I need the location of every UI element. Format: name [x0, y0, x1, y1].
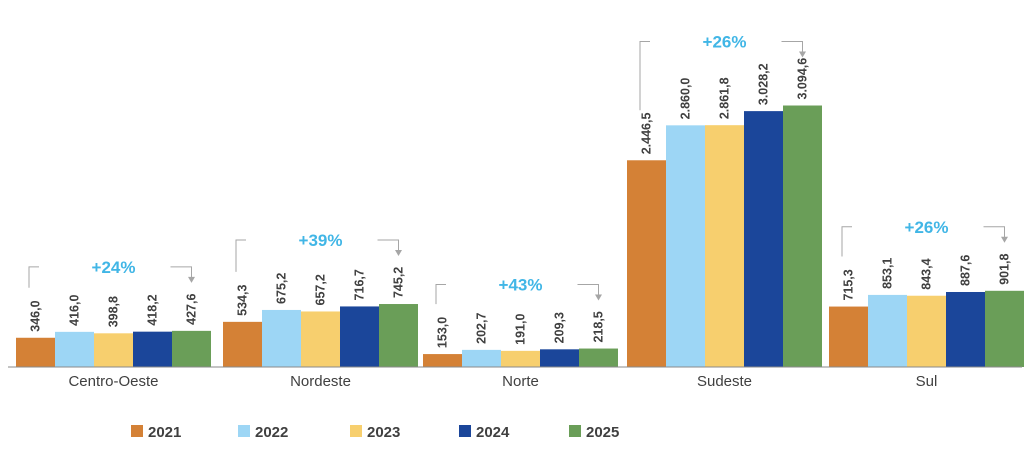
legend-label-2024: 2024: [476, 424, 510, 441]
bar-sudeste-2021: [627, 160, 666, 367]
growth-bracket-start-norte: [435, 284, 446, 305]
value-label-nordeste-2025: 745,2: [392, 267, 406, 298]
growth-arrow-icon: [188, 276, 195, 283]
bar-norte-2024: [540, 349, 579, 367]
value-label-norte-2024: 209,3: [553, 312, 567, 343]
bar-sul-2022: [868, 294, 907, 367]
bar-sudeste-2023: [705, 125, 744, 367]
value-label-centro-oeste-2025: 427,6: [185, 294, 199, 325]
bar-sudeste-2025: [783, 105, 822, 368]
growth-arrow-icon: [1001, 236, 1008, 243]
value-label-nordeste-2021: 534,3: [236, 285, 250, 316]
bars-layer: [16, 105, 1024, 368]
growth-label-sudeste: +26%: [703, 33, 747, 52]
bar-nordeste-2024: [340, 306, 379, 367]
bar-centro-oeste-2025: [172, 330, 211, 367]
legend-swatch-2022: [238, 425, 250, 437]
legend-swatch-2025: [569, 425, 581, 437]
growth-bracket-end-norte: [577, 284, 599, 297]
growth-arrow-icon: [395, 250, 402, 257]
bar-centro-oeste-2022: [55, 331, 94, 367]
legend-swatch-2024: [459, 425, 471, 437]
legend-label-2023: 2023: [367, 424, 400, 441]
growth-bracket-end-centro-oeste: [170, 266, 192, 279]
bar-nordeste-2022: [262, 309, 301, 367]
value-label-sul-2022: 853,1: [881, 258, 895, 289]
bar-sul-2023: [907, 295, 946, 367]
legend-label-2021: 2021: [148, 424, 181, 441]
growth-bracket-start-centro-oeste: [28, 266, 39, 288]
value-label-sul-2025: 901,8: [998, 253, 1012, 284]
value-label-sudeste-2022: 2.860,0: [679, 78, 693, 120]
growth-arrow-icon: [799, 51, 806, 58]
category-label-norte: Norte: [502, 373, 539, 390]
bar-norte-2021: [423, 354, 462, 367]
legend-label-2022: 2022: [255, 424, 288, 441]
bar-norte-2023: [501, 350, 540, 367]
value-label-norte-2021: 153,0: [436, 317, 450, 348]
growth-label-nordeste: +39%: [299, 231, 343, 250]
value-labels-layer: 346,0 416,0 398,8 418,2 427,6 534,3 675,2 657,2…: [29, 58, 1012, 348]
value-label-sul-2023: 843,4: [920, 258, 934, 289]
legend-label-2025: 2025: [586, 424, 619, 441]
growth-bracket-end-nordeste: [377, 239, 399, 253]
value-label-norte-2022: 202,7: [475, 313, 489, 344]
growth-bracket-start-nordeste: [235, 239, 246, 272]
bar-centro-oeste-2024: [133, 331, 172, 367]
bar-sudeste-2024: [744, 111, 783, 368]
growth-bracket-start-sudeste: [639, 41, 650, 111]
value-label-sul-2021: 715,3: [842, 269, 856, 300]
value-label-nordeste-2023: 657,2: [314, 274, 328, 305]
value-label-norte-2025: 218,5: [592, 311, 606, 342]
value-label-centro-oeste-2024: 418,2: [146, 294, 160, 325]
value-label-centro-oeste-2021: 346,0: [29, 300, 43, 331]
bar-centro-oeste-2023: [94, 333, 133, 367]
bar-norte-2025: [579, 348, 618, 367]
growth-arrow-icon: [595, 294, 602, 301]
value-label-centro-oeste-2023: 398,8: [107, 296, 121, 327]
category-label-nordeste: Nordeste: [290, 373, 351, 390]
bar-norte-2022: [462, 349, 501, 367]
growth-annotations-layer: +24% +39% +43% +26% +26%: [28, 33, 1008, 305]
value-label-nordeste-2022: 675,2: [275, 273, 289, 304]
bar-nordeste-2021: [223, 321, 262, 367]
bar-sul-2025: [985, 290, 1024, 367]
bar-sul-2021: [829, 306, 868, 367]
value-label-sudeste-2025: 3.094,6: [796, 58, 810, 100]
value-label-nordeste-2024: 716,7: [353, 269, 367, 300]
legend-swatch-2023: [350, 425, 362, 437]
growth-bracket-end-sul: [983, 226, 1005, 239]
category-label-sudeste: Sudeste: [697, 373, 752, 390]
value-label-sudeste-2023: 2.861,8: [718, 77, 732, 119]
bar-nordeste-2025: [379, 304, 418, 367]
value-label-centro-oeste-2022: 416,0: [68, 295, 82, 326]
growth-label-sul: +26%: [905, 218, 949, 237]
category-label-sul: Sul: [916, 373, 938, 390]
value-label-sudeste-2024: 3.028,2: [757, 63, 771, 105]
category-labels-layer: Centro-Oeste Nordeste Norte Sudeste Sul: [68, 373, 937, 390]
bar-sudeste-2022: [666, 125, 705, 367]
legend-swatch-2021: [131, 425, 143, 437]
growth-bracket-end-sudeste: [781, 41, 803, 54]
category-label-centro-oeste: Centro-Oeste: [68, 373, 158, 390]
growth-bracket-start-sul: [841, 226, 852, 257]
bar-sul-2024: [946, 291, 985, 367]
legend: 2021 2022 2023 2024 2025: [131, 424, 619, 441]
bar-centro-oeste-2021: [16, 337, 55, 367]
growth-label-norte: +43%: [499, 276, 543, 295]
value-label-sudeste-2021: 2.446,5: [640, 113, 654, 155]
value-label-norte-2023: 191,0: [514, 314, 528, 345]
bar-nordeste-2023: [301, 311, 340, 367]
growth-label-centro-oeste: +24%: [92, 258, 136, 277]
value-label-sul-2024: 887,6: [959, 255, 973, 286]
